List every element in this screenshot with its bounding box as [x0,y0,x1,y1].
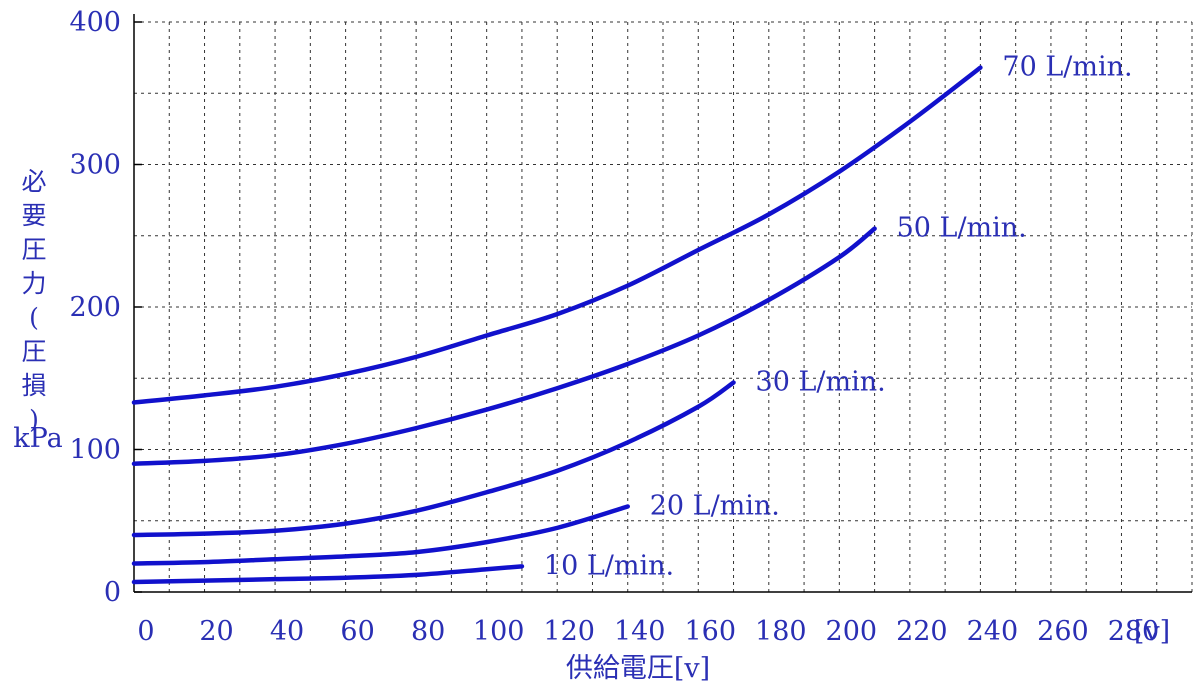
series-label-20-l-min: 20 L/min. [650,491,780,522]
series-line-20-l-min [131,504,630,566]
series-line-30-l-min [131,380,736,538]
x-tick-label: 140 [614,616,666,647]
y-tick-label: 300 [69,150,121,181]
x-tick-label: 0 [137,616,154,647]
x-tick-label: 120 [543,616,595,647]
series-line-10-l-min [131,564,525,585]
axes [133,14,1192,593]
x-tick-label: 280 [1108,616,1160,647]
x-tick-label: 80 [411,616,445,647]
labels: 0 100 200 300 400 0 20 40 60 80 100 120 140 160 180 200… [69,7,1159,647]
x-tick-label: 220 [896,616,948,647]
series-lines [131,65,983,585]
series-label-50-l-min: 50 L/min. [897,213,1027,244]
series-line-50-l-min [131,226,877,466]
x-tick-label: 240 [967,616,1019,647]
x-tick-label: 200 [826,616,878,647]
series-label-70-l-min: 70 L/min. [1002,52,1132,83]
x-tick-label: 180 [755,616,807,647]
series-label-30-l-min: 30 L/min. [756,367,886,398]
x-tick-label: 60 [340,616,374,647]
x-tick-label: 20 [199,616,233,647]
x-tick-label: 100 [473,616,525,647]
x-tick-label: 160 [684,616,736,647]
series-label-10-l-min: 10 L/min. [544,550,674,581]
y-tick-label: 0 [104,577,121,608]
y-tick-label: 400 [69,7,121,38]
y-tick-label: 200 [69,292,121,323]
y-tick-label: 100 [69,435,121,466]
series-line-70-l-min [131,65,983,405]
x-tick-label: 40 [270,616,304,647]
x-axis-unit: [v] [1134,616,1170,647]
x-tick-label: 260 [1037,616,1089,647]
y-axis-title: 必要圧力(圧損) [21,167,46,434]
x-axis-title: 供給電圧[v] [566,653,710,684]
y-axis-unit: kPa [13,423,62,454]
